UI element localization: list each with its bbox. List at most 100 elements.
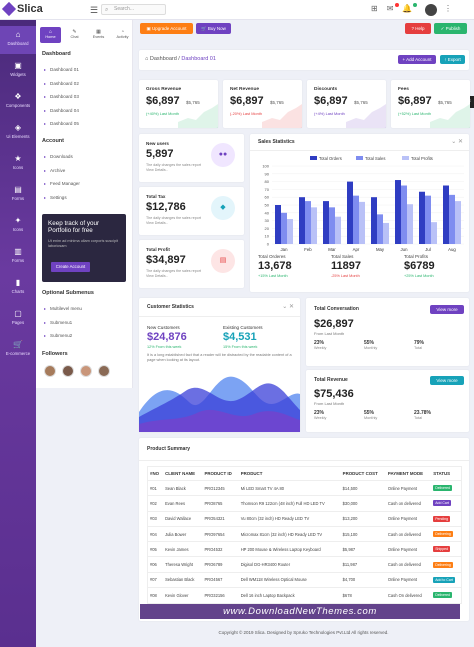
table-row[interactable]: #02 Evan Rees PRO8765 Thomson R9 122cm (48 … [148, 495, 461, 511]
sidebar-item-components[interactable]: ❖ Components [0, 88, 36, 116]
search-input[interactable]: ⌕ Search... [101, 4, 166, 15]
view-more-button[interactable]: View more [430, 376, 464, 385]
dashboard-link[interactable]: ▸ Dashboard 05 [44, 121, 79, 126]
cell-text: Online Payment [387, 577, 418, 583]
cell-text: PRO32156 [204, 592, 225, 598]
publish-button[interactable]: ✓ Publish [434, 23, 467, 34]
add-account-button[interactable]: + Add Account [398, 55, 436, 64]
tab-label: Home [45, 35, 56, 39]
sidebar-item-widgets[interactable]: ▣ Widgets [0, 57, 36, 85]
buy-now-button[interactable]: 🛒 Buy Now [196, 23, 231, 34]
view-more-button[interactable]: View more [430, 305, 464, 314]
brand-logo[interactable]: Slica [1, 1, 43, 17]
account-link[interactable]: ▸ Feed Manager [44, 181, 80, 186]
chart-icon: ▤ [211, 249, 235, 273]
bar-total-sales [449, 194, 455, 244]
summary-change: +15% Last Month [258, 274, 288, 278]
stat-sub: $5,765 [186, 100, 200, 105]
account-link[interactable]: ▸ Settings [44, 195, 67, 200]
submenu-link[interactable]: ▸ Submenu2 [44, 333, 72, 338]
column-header[interactable]: #NO [150, 471, 160, 476]
y-tick-label: 10 [265, 234, 270, 239]
stat-title: Discounts [314, 87, 338, 92]
column-header[interactable]: STATUS [433, 471, 451, 476]
tab-label: Chat [70, 35, 79, 39]
account-link[interactable]: ▸ Downloads [44, 154, 73, 159]
table-cell: Digisol DG-HR3400 Router [239, 557, 341, 572]
column-header[interactable]: PRODUCT ID [204, 471, 232, 476]
more-icon[interactable]: ⋮ [444, 4, 452, 13]
follower-avatar[interactable] [62, 365, 74, 377]
table-row[interactable]: #03 David Wallace PRO54321 Vu 80cm (32 inch… [148, 511, 461, 526]
card-controls-icon[interactable]: ⌄ ✕ [451, 139, 463, 145]
column-header[interactable]: PAYMENT MODE [387, 471, 424, 476]
sidebar-item-ui-elements[interactable]: ◈ Ui Elements [0, 119, 36, 147]
sidebar-item-pages[interactable]: ▢ Pages [0, 305, 36, 333]
tab-chat[interactable]: ✎ Chat [64, 27, 85, 43]
table-cell: $4,700 [341, 572, 386, 587]
summary-value: $6789 [404, 260, 435, 272]
existing-customers-value: $4,531 [223, 331, 257, 343]
table-row[interactable]: #01 Sean Black PRO12345 Mi LED Smart TV 4A … [148, 480, 461, 496]
table-cell: PRO4532 [202, 542, 238, 557]
summary-change: +25% Last Month [404, 274, 434, 278]
tab-home[interactable]: ⌂ Home [40, 27, 61, 43]
table-row[interactable]: #08 Kevin Glover PRO32156 Dell 16 inch Lapt… [148, 587, 461, 603]
table-row[interactable]: #06 Theresa Wright PRO6789 Digisol DG-HR340… [148, 556, 461, 572]
legend-label: Total Orders [319, 156, 342, 161]
follower-avatar[interactable] [98, 365, 110, 377]
account-link[interactable]: ▸ Archive [44, 168, 65, 173]
mail-icon[interactable]: ✉ [386, 4, 394, 13]
sidebar-item-icons[interactable]: ✦ Icons [0, 212, 36, 240]
sidebar-item-forms[interactable]: ▥ Forms [0, 243, 36, 271]
table-row[interactable]: #04 Julia Bower PRO97654 Micromax 81cm (32 … [148, 526, 461, 541]
ui-icon: ◈ [14, 123, 22, 132]
bell-icon[interactable]: 🔔 [402, 4, 413, 13]
submenu-link[interactable]: ▸ Submenu1 [44, 320, 72, 325]
dashboard-link[interactable]: ▸ Dashboard 02 [44, 81, 79, 86]
help-button[interactable]: ? Help [405, 23, 431, 34]
sidebar-item-label: Components [5, 103, 31, 108]
submenu-link[interactable]: ▸ Multilevel menu [44, 306, 82, 311]
card-controls-icon[interactable]: ⌄ ✕ [282, 304, 294, 310]
menu-item-label: Archive [50, 167, 66, 173]
table-cell: #03 [148, 511, 163, 526]
user-avatar[interactable] [425, 4, 437, 16]
dashboard-link[interactable]: ▸ Dashboard 03 [44, 94, 79, 99]
table-row[interactable]: #05 Kevin James PRO4532 HP 200 Mouse & Wire… [148, 541, 461, 557]
chevron-right-icon: ▸ [44, 154, 47, 159]
bar-total-orders [443, 185, 449, 244]
tab-label: Activity [116, 35, 129, 39]
sales-summary-item: Total Orderes 13,678 +15% Last Month [250, 254, 323, 278]
sidebar-item-e-commerce[interactable]: 🛒 E-commerce [0, 336, 36, 364]
grid-icon[interactable]: ⊞ [371, 4, 378, 13]
customer-text: It is a long established fact that a rea… [147, 353, 292, 362]
dashboard-link[interactable]: ▸ Dashboard 01 [44, 67, 79, 72]
cell-text: David Wallace [165, 516, 192, 522]
tab-events[interactable]: ▦ Events [88, 27, 109, 43]
sidebar-item-icons[interactable]: ★ Icons [0, 150, 36, 178]
table-cell: PRO6789 [202, 557, 238, 572]
tab-activity[interactable]: ◔ Activity [112, 27, 133, 43]
breadcrumb-home[interactable]: Dashboard [149, 56, 177, 62]
sidebar-item-forms[interactable]: ▤ Forms [0, 181, 36, 209]
y-tick-label: 80 [265, 179, 270, 184]
table-cell: $13,200 [341, 511, 386, 526]
period-label: Total [414, 416, 423, 420]
column-header[interactable]: PRODUCT COST [342, 471, 378, 476]
mini-stat-text: The daily changes the sales report View … [146, 216, 201, 225]
dashboard-link[interactable]: ▸ Dashboard 04 [44, 108, 79, 113]
export-button[interactable]: ↑ Export [440, 55, 465, 64]
follower-avatar[interactable] [80, 365, 92, 377]
table-row[interactable]: #07 Sebastian Black PRO4567 Dell WM118 Wire… [148, 572, 461, 587]
create-account-button[interactable]: Create Account [51, 262, 90, 272]
sidebar-item-charts[interactable]: ▮ Charts [0, 274, 36, 302]
menu-toggle-icon[interactable]: ☰ [90, 5, 99, 15]
sidebar-item-dashboard[interactable]: ⌂ Dashboard [0, 26, 36, 54]
column-header[interactable]: CLIENT NAME [165, 471, 196, 476]
bar-total-profits [383, 222, 389, 244]
column-header[interactable]: PRODUCT [240, 471, 263, 476]
upgrade-button[interactable]: ▣ Upgrade Account [140, 23, 193, 34]
sidebar: ⌂ Dashboard ▣ Widgets ❖ Components ◈ Ui Element… [0, 20, 36, 647]
follower-avatar[interactable] [44, 365, 56, 377]
